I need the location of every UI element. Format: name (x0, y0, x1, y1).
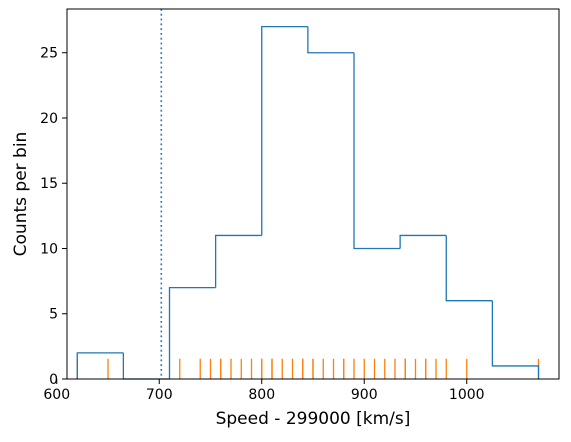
histogram-bin (353, 52, 401, 250)
histogram-bin (307, 26, 354, 54)
y-tick-label: 0 (49, 372, 58, 388)
histogram-steps (76, 25, 540, 380)
plot-area (76, 9, 540, 380)
x-tick-label: 600 (43, 387, 70, 403)
histogram-bin (214, 234, 262, 288)
y-tick-label: 25 (40, 46, 58, 62)
histogram-bin (445, 235, 493, 302)
histogram-bin (76, 352, 124, 379)
histogram-bin (261, 25, 308, 236)
x-tick-label: 800 (248, 387, 275, 403)
y-axis-ticks: 0 5 10 15 20 25 (40, 46, 67, 388)
y-tick-label: 5 (49, 307, 58, 323)
histogram-bin (122, 352, 170, 380)
x-tick-label: 1000 (449, 387, 485, 403)
x-tick-label: 700 (146, 387, 173, 403)
y-tick-label: 20 (40, 111, 58, 127)
x-axis-label: Speed - 299000 [km/s] (216, 409, 411, 429)
histogram-bin (399, 234, 447, 249)
x-axis-ticks: 600 700 800 900 1000 (43, 379, 485, 403)
axes-frame (66, 8, 560, 380)
y-tick-label: 10 (40, 241, 58, 257)
histogram-bin (491, 300, 540, 379)
rug-marks (76, 358, 540, 379)
histogram-bin (168, 286, 216, 379)
y-axis-label: Counts per bin (11, 132, 31, 257)
y-tick-label: 15 (40, 176, 58, 192)
x-tick-label: 900 (351, 387, 378, 403)
